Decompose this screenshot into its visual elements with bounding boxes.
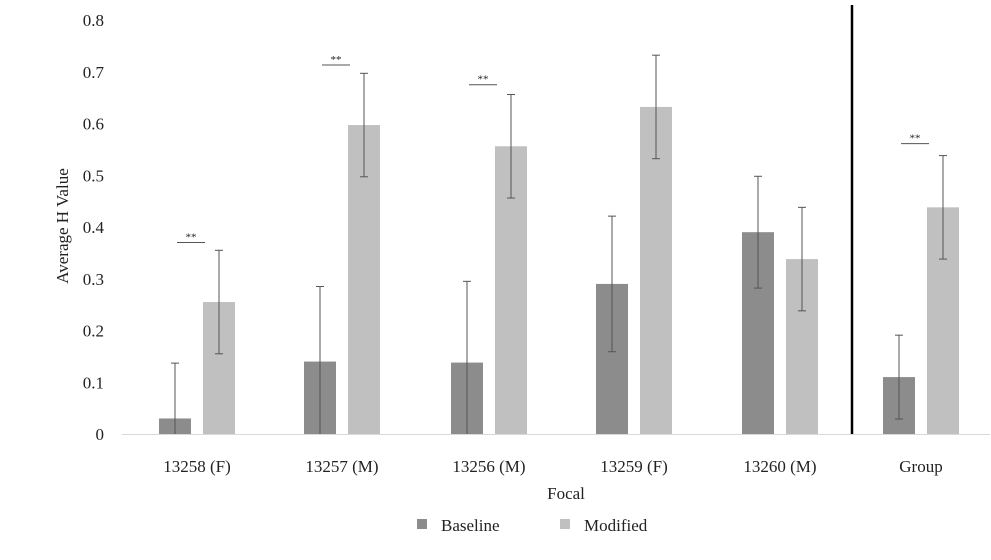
- error-bar-baseline: [608, 215, 616, 353]
- error-bar-modified: [939, 155, 947, 260]
- significance-marker: **: [469, 74, 497, 86]
- x-category-label: 13256 (M): [452, 457, 525, 476]
- svg-text:**: **: [910, 133, 921, 145]
- y-tick-label: 0.6: [83, 115, 104, 134]
- error-bar-baseline: [754, 175, 762, 289]
- error-bar-baseline: [171, 362, 179, 434]
- legend-label-modified: Modified: [584, 516, 648, 535]
- x-axis-categories: 13258 (F) 13257 (M) 13256 (M) 13259 (F) 1326…: [163, 457, 942, 476]
- y-tick-label: 0.5: [83, 166, 104, 185]
- y-axis-title: Average H Value: [53, 168, 72, 284]
- x-axis-title: Focal: [547, 484, 585, 503]
- legend-swatch-modified: [560, 519, 570, 529]
- y-tick-label: 0.4: [83, 218, 105, 237]
- significance-marker: **: [177, 232, 205, 244]
- significance-marker: **: [901, 133, 929, 145]
- error-bar-modified: [798, 206, 806, 312]
- error-bar-baseline: [316, 286, 324, 434]
- error-bar-modified: [507, 94, 515, 199]
- error-bars-layer: [171, 54, 947, 434]
- y-tick-label: 0.2: [83, 322, 104, 341]
- x-category-label: 13260 (M): [743, 457, 816, 476]
- y-axis-ticks: 0 0.1 0.2 0.3 0.4 0.5 0.6 0.7 0.8: [83, 11, 105, 444]
- svg-text:**: **: [186, 232, 197, 244]
- error-bar-modified: [215, 249, 223, 355]
- error-bar-baseline: [895, 334, 903, 420]
- y-tick-label: 0.1: [83, 373, 104, 392]
- y-tick-label: 0: [96, 425, 105, 444]
- y-tick-label: 0.8: [83, 11, 104, 30]
- error-bar-modified: [360, 72, 368, 178]
- y-tick-label: 0.3: [83, 270, 104, 289]
- legend-swatch-baseline: [417, 519, 427, 529]
- svg-text:**: **: [478, 74, 489, 86]
- bars-layer: [159, 106, 959, 435]
- bar-modified: [640, 106, 672, 434]
- error-bar-baseline: [463, 280, 471, 434]
- significance-marker: **: [322, 54, 350, 66]
- x-category-label: 13259 (F): [600, 457, 668, 476]
- y-tick-label: 0.7: [83, 63, 105, 82]
- significance-layer: ** ** ** **: [177, 54, 929, 244]
- legend: Baseline Modified: [417, 516, 648, 535]
- x-category-label: 13258 (F): [163, 457, 231, 476]
- error-bar-modified: [652, 54, 660, 160]
- x-category-label: 13257 (M): [305, 457, 378, 476]
- legend-label-baseline: Baseline: [441, 516, 500, 535]
- x-category-label: Group: [899, 457, 942, 476]
- svg-text:**: **: [331, 54, 342, 66]
